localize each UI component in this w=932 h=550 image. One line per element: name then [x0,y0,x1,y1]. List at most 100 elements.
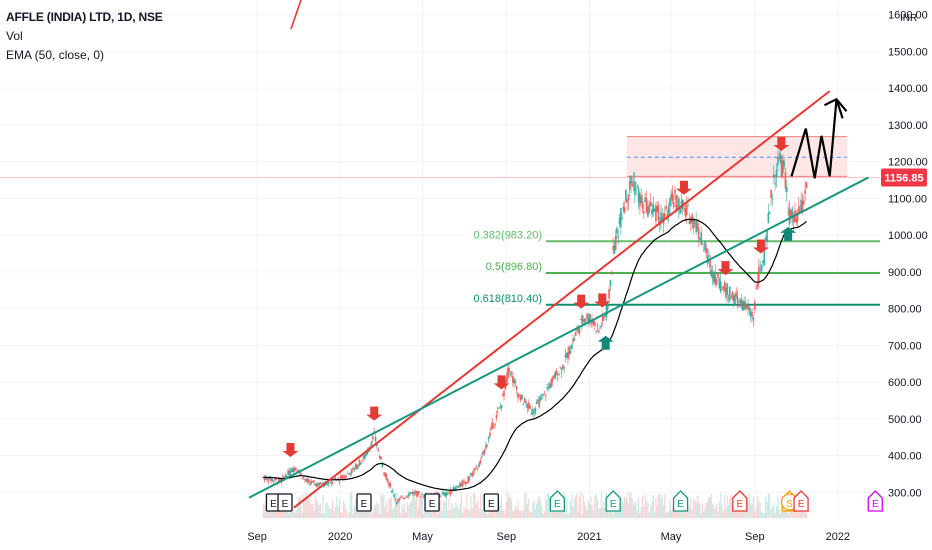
event-marker-box [793,490,809,512]
volume-bar [412,494,414,518]
volume-bar [680,510,683,518]
candle-body [418,491,421,494]
candle-body [366,450,369,455]
candle-body [577,327,580,332]
candle-body [721,289,723,291]
candle-body [331,482,334,483]
candle-body [717,273,719,279]
candle-body [278,478,280,483]
volume-bar [453,507,456,518]
volume-bar [317,500,319,518]
volume-bar [509,494,511,518]
candle-body [687,204,689,206]
candle-body [737,305,740,307]
volume-bar [603,502,605,518]
volume-bar [696,495,699,518]
volume-bar [348,511,350,518]
volume-bar [650,506,652,518]
event-marker-box [605,490,621,512]
volume-bar [451,503,453,518]
volume-bar [801,507,804,518]
volume-bar [347,513,349,518]
candle-body [363,454,366,459]
candle-body [692,218,695,228]
volume-bar [542,513,544,518]
candle-body [704,241,706,250]
candle-body [300,473,302,476]
volume-bar [441,511,443,518]
candle-body [391,490,394,492]
volume-bar [315,499,318,518]
volume-bar [294,512,296,518]
volume-bar [586,509,588,518]
volume-bar [766,501,768,518]
volume-bar [710,493,712,518]
candle-body [500,404,503,409]
volume-bar [497,511,499,518]
ema-indicator-label[interactable]: EMA (50, close, 0) [6,48,105,62]
candle-body [734,294,736,306]
volume-bar [656,505,658,518]
volume-bar [594,496,596,518]
candle-body [601,315,604,322]
candle-body [556,378,559,379]
candle-body [348,473,350,474]
candle-body [695,220,698,233]
x-tick-label: Sep [247,531,267,543]
candle-body [318,482,320,486]
candle-body [638,193,641,207]
candle-body [306,479,309,483]
candle-body [595,330,598,332]
volume-bar [340,512,342,518]
candle-body [579,319,582,321]
volume-bar [379,513,381,518]
volume-bar [645,500,648,518]
candle-body [603,316,605,319]
volume-bar [447,510,449,518]
candle-body [642,211,645,214]
volume-indicator-label[interactable]: Vol [6,29,23,43]
event-marker: E [867,490,883,512]
fib-level-label: 0.5(896.80) [486,261,542,273]
candle-body [465,482,468,484]
candle-body [408,493,410,497]
volume-bar [319,503,322,518]
volume-bar [459,503,461,518]
volume-bar [448,497,450,518]
candle-body [597,331,600,333]
volume-bar [644,493,646,518]
last-price-label: 1156.85 [884,172,923,184]
candle-body [539,396,542,400]
volume-bar [695,502,697,518]
candle-body [399,497,402,499]
symbol-title[interactable]: AFFLE (INDIA) LTD, 1D, NSE [6,10,163,24]
volume-bar [444,502,446,518]
x-tick-label: 2021 [577,531,601,543]
candle-body [461,481,464,487]
candle-body [316,483,319,487]
volume-bar [479,493,482,518]
volume-bar [356,506,358,518]
volume-bar [358,510,361,518]
candle-body [660,212,662,222]
volume-bar [651,500,653,518]
volume-bar [487,512,490,518]
volume-bar [505,501,508,518]
candle-body [593,321,596,327]
volume-bar [676,511,679,518]
volume-bar [750,503,752,518]
candle-body [523,399,526,403]
volume-bar [704,506,706,518]
candle-body [588,314,591,323]
candle-body [559,367,562,369]
candle-body [663,213,666,219]
candle-body [544,395,547,397]
candle-body [419,496,422,498]
volume-bar [621,500,623,518]
candle-body [450,492,453,494]
x-tick-label: Sep [745,531,765,543]
candle-body [448,492,450,494]
candle-body [542,394,544,396]
